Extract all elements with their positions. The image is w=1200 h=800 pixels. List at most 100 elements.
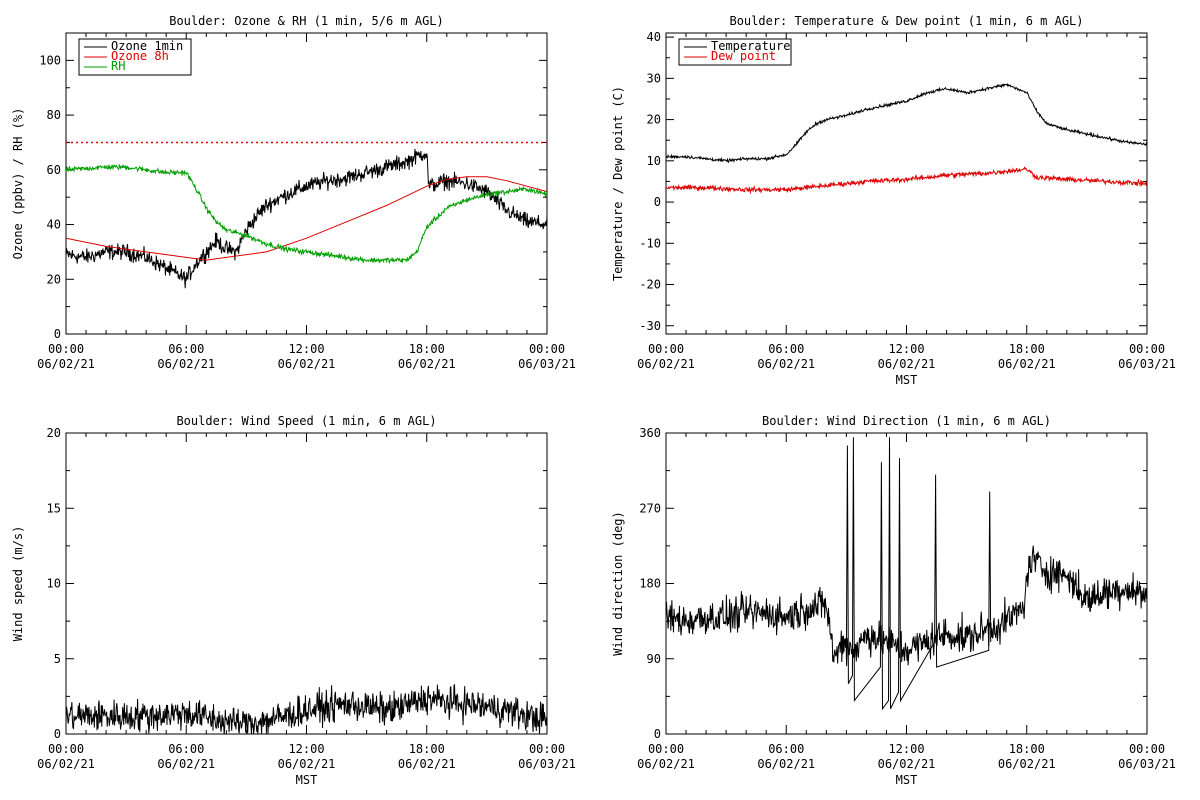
- series-group: [66, 148, 547, 289]
- x-tick-date: 06/03/21: [1118, 757, 1176, 771]
- y-tick-label: 0: [54, 727, 61, 741]
- y-axis-label: Wind speed (m/s): [11, 526, 25, 642]
- chart-title: Boulder: Ozone & RH (1 min, 5/6 m AGL): [169, 14, 444, 28]
- y-tick-label: 10: [647, 154, 661, 168]
- x-axis-label: MST: [896, 773, 918, 787]
- y-tick-label: 30: [647, 71, 661, 85]
- chart-title: Boulder: Wind Speed (1 min, 6 m AGL): [176, 414, 436, 428]
- x-tick-time: 18:00: [1009, 342, 1045, 356]
- series-line-2: [66, 176, 547, 261]
- chart-title: Boulder: Wind Direction (1 min, 6 m AGL): [762, 414, 1051, 428]
- x-tick-time: 00:00: [1129, 742, 1165, 756]
- y-tick-label: 270: [639, 501, 661, 515]
- series-line-3: [66, 164, 547, 265]
- x-tick-date: 06/02/21: [998, 357, 1056, 371]
- y-tick-label: 80: [47, 108, 61, 122]
- y-axis-label: Temperature / Dew point (C): [611, 86, 625, 281]
- x-tick-date: 06/02/21: [757, 357, 815, 371]
- y-tick-label: -20: [639, 278, 661, 292]
- x-tick-date: 06/03/21: [1118, 357, 1176, 371]
- x-tick-time: 06:00: [768, 342, 804, 356]
- series-line-1: [666, 545, 1147, 667]
- x-tick-time: 06:00: [168, 742, 204, 756]
- x-tick-date: 06/02/21: [278, 757, 336, 771]
- x-tick-time: 00:00: [1129, 342, 1165, 356]
- x-tick-date: 06/02/21: [878, 357, 936, 371]
- series-line-2: [666, 166, 1147, 195]
- y-tick-label: 90: [647, 652, 661, 666]
- y-axis-label: Wind direction (deg): [611, 511, 625, 656]
- plot-frame: [665, 32, 1148, 335]
- x-tick-time: 18:00: [1009, 742, 1045, 756]
- y-tick-label: -10: [639, 236, 661, 250]
- y-tick-label: 5: [54, 652, 61, 666]
- legend-label: RH: [111, 59, 125, 73]
- x-tick-date: 06/02/21: [398, 757, 456, 771]
- series-group: [666, 82, 1147, 195]
- x-tick-date: 06/02/21: [878, 757, 936, 771]
- x-tick-time: 06:00: [168, 342, 204, 356]
- x-tick-time: 00:00: [529, 342, 565, 356]
- x-tick-time: 18:00: [409, 342, 445, 356]
- x-tick-time: 12:00: [888, 342, 924, 356]
- x-tick-time: 00:00: [648, 342, 684, 356]
- x-tick-time: 12:00: [288, 342, 324, 356]
- y-tick-label: 40: [647, 30, 661, 44]
- y-tick-label: 360: [639, 426, 661, 440]
- x-tick-time: 00:00: [529, 742, 565, 756]
- x-tick-date: 06/02/21: [757, 757, 815, 771]
- x-tick-time: 00:00: [48, 742, 84, 756]
- y-tick-label: 20: [47, 272, 61, 286]
- legend-label: Ozone 8h: [111, 49, 169, 63]
- y-tick-label: 60: [47, 163, 61, 177]
- x-tick-date: 06/02/21: [398, 357, 456, 371]
- x-tick-date: 06/02/21: [637, 757, 695, 771]
- x-tick-time: 12:00: [288, 742, 324, 756]
- legend-label: Ozone 1min: [111, 39, 183, 53]
- y-tick-label: 40: [47, 218, 61, 232]
- chart-panel-1: Boulder: Ozone & RH (1 min, 5/6 m AGL) 0 2…: [11, 14, 576, 371]
- legend-box: [678, 38, 792, 66]
- y-tick-label: 15: [47, 501, 61, 515]
- x-tick-date: 06/03/21: [518, 357, 576, 371]
- x-tick-time: 06:00: [768, 742, 804, 756]
- x-axis-label: MST: [896, 373, 918, 387]
- y-tick-label: 10: [47, 577, 61, 591]
- legend-label: Dew point: [711, 49, 776, 63]
- legend-label: Temperature: [711, 39, 790, 53]
- x-tick-date: 06/02/21: [37, 357, 95, 371]
- chart-panel-4: Boulder: Wind Direction (1 min, 6 m AGL)…: [611, 414, 1176, 787]
- x-axis-label: MST: [296, 773, 318, 787]
- x-tick-date: 06/03/21: [518, 757, 576, 771]
- series-group: [66, 684, 547, 734]
- series-line-1: [66, 684, 547, 734]
- series-line-2: [845, 437, 992, 711]
- x-tick-time: 12:00: [888, 742, 924, 756]
- x-tick-time: 18:00: [409, 742, 445, 756]
- x-tick-time: 00:00: [648, 742, 684, 756]
- y-tick-label: 20: [47, 426, 61, 440]
- plot-frame: [65, 432, 548, 735]
- y-tick-label: -30: [639, 319, 661, 333]
- series-line-1: [666, 82, 1147, 164]
- x-tick-date: 06/02/21: [157, 757, 215, 771]
- x-tick-date: 06/02/21: [37, 757, 95, 771]
- y-tick-label: 0: [54, 327, 61, 341]
- y-tick-label: 100: [39, 53, 61, 67]
- x-tick-date: 06/02/21: [157, 357, 215, 371]
- x-tick-date: 06/02/21: [278, 357, 336, 371]
- y-tick-label: 180: [639, 577, 661, 591]
- chart-panel-3: Boulder: Wind Speed (1 min, 6 m AGL) 0 5 10…: [11, 414, 576, 787]
- chart-title: Boulder: Temperature & Dew point (1 min,…: [729, 14, 1083, 28]
- y-tick-label: 0: [654, 195, 661, 209]
- y-tick-label: 20: [647, 113, 661, 127]
- x-tick-date: 06/02/21: [998, 757, 1056, 771]
- y-axis-label: Ozone (ppbv) / RH (%): [11, 108, 25, 260]
- x-tick-date: 06/02/21: [637, 357, 695, 371]
- x-tick-time: 00:00: [48, 342, 84, 356]
- y-tick-label: 0: [654, 727, 661, 741]
- series-group: [666, 437, 1147, 711]
